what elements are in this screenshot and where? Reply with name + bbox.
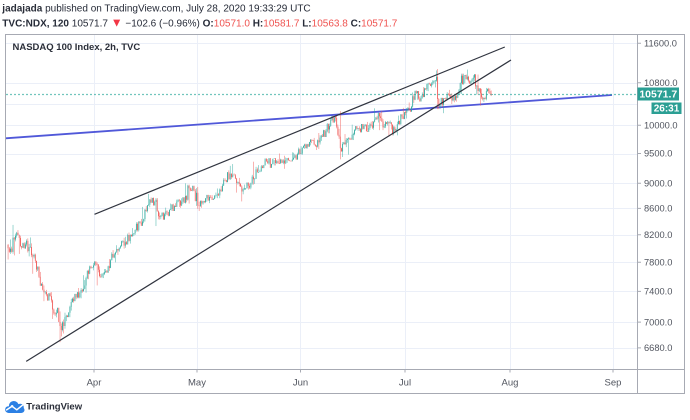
svg-text:8200.0: 8200.0 [644, 230, 672, 240]
svg-text:May: May [188, 378, 206, 389]
svg-text:jadajada published on TradingV: jadajada published on TradingView.com, J… [1, 4, 310, 15]
svg-text:Aug: Aug [502, 378, 519, 389]
svg-text:9500.0: 9500.0 [644, 149, 672, 159]
svg-text:8600.0: 8600.0 [644, 204, 672, 214]
svg-text:NASDAQ 100 Index, 2h, TVC: NASDAQ 100 Index, 2h, TVC [13, 42, 141, 53]
svg-text:TVC:NDX, 120 10571.7 ▼ −102.6: TVC:NDX, 120 10571.7 ▼ −102.6 (−0.96%) O… [2, 16, 397, 30]
svg-text:Apr: Apr [87, 378, 102, 389]
svg-text:10000.0: 10000.0 [644, 120, 678, 130]
svg-text:7000.0: 7000.0 [644, 317, 672, 327]
svg-text:11600.0: 11600.0 [644, 39, 677, 49]
svg-text:Jul: Jul [399, 378, 411, 389]
svg-text:7400.0: 7400.0 [644, 287, 672, 297]
svg-text:7800.0: 7800.0 [644, 258, 672, 268]
svg-text:Sep: Sep [605, 378, 622, 389]
svg-text:26:31: 26:31 [654, 104, 680, 115]
svg-text:TradingView: TradingView [26, 402, 82, 413]
svg-text:10571.7: 10571.7 [639, 89, 677, 101]
svg-text:9000.0: 9000.0 [644, 179, 672, 189]
svg-text:Jun: Jun [293, 378, 308, 389]
svg-text:10800.0: 10800.0 [644, 78, 678, 88]
svg-text:6680.0: 6680.0 [644, 343, 672, 353]
